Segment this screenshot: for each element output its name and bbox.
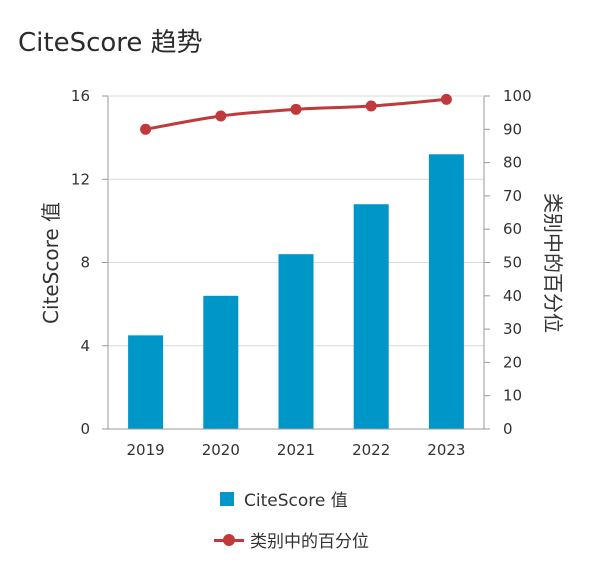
x-tick-label: 2022	[352, 441, 390, 459]
legend-label-citescore: CiteScore 值	[244, 491, 348, 511]
axes	[102, 95, 490, 430]
legend-swatch-bar	[220, 491, 234, 506]
percentile-point-2019	[140, 123, 152, 135]
legend-swatch-line	[214, 533, 244, 547]
chart-title: CiteScore 趋势	[18, 28, 203, 58]
y-axis-right-title: 类别中的百分位	[541, 193, 565, 333]
y-right-tick-label: 80	[503, 154, 522, 172]
legend-item-percentile: 类别中的百分位	[214, 527, 369, 552]
y-right-tick-label: 90	[503, 120, 522, 138]
y-right-tick-label: 20	[503, 353, 522, 371]
y-right-tick-label: 0	[503, 420, 513, 438]
y-right-tick-label: 60	[503, 220, 522, 238]
y-right-tick-label: 70	[503, 187, 522, 205]
percentile-point-2022	[365, 100, 377, 112]
y-right-tick-label: 10	[503, 387, 522, 405]
y-left-tick-label: 12	[71, 170, 90, 188]
y-left-tick-label: 16	[71, 87, 90, 105]
bar-2021	[278, 254, 314, 429]
x-tick-label: 2023	[427, 441, 465, 459]
legend-item-citescore: CiteScore 值	[220, 486, 348, 511]
percentile-point-2021	[290, 103, 302, 115]
x-tick-label: 2019	[127, 441, 165, 459]
y-axis-left-title: CiteScore 值	[39, 202, 63, 324]
x-tick-label: 2021	[277, 441, 315, 459]
y-left-tick-label: 4	[80, 337, 90, 355]
citescore-chart: 0 4 8 12 16 0 10 20 30 40 50 60 70 80 90 100 2019 2020 202…	[39, 87, 565, 459]
y-right-tick-label: 30	[503, 320, 522, 338]
bars	[128, 154, 464, 429]
x-tick-label: 2020	[202, 441, 240, 459]
percentile-point-2020	[215, 110, 227, 122]
percentile-line	[140, 93, 452, 135]
y-left-tick-label: 0	[80, 420, 90, 438]
y-right-tick-label: 40	[503, 287, 522, 305]
percentile-point-2023	[440, 93, 452, 105]
bar-2019	[128, 335, 164, 429]
y-left-tick-label: 8	[80, 254, 90, 272]
bar-2020	[203, 295, 239, 429]
legend-label-percentile: 类别中的百分位	[250, 532, 369, 552]
y-right-tick-label: 50	[503, 254, 522, 272]
tick-labels: 0 4 8 12 16 0 10 20 30 40 50 60 70 80 90 100 2019 2020 202…	[71, 87, 532, 459]
bar-2023	[428, 154, 464, 429]
bar-2022	[353, 204, 389, 429]
y-right-tick-label: 100	[503, 87, 532, 105]
